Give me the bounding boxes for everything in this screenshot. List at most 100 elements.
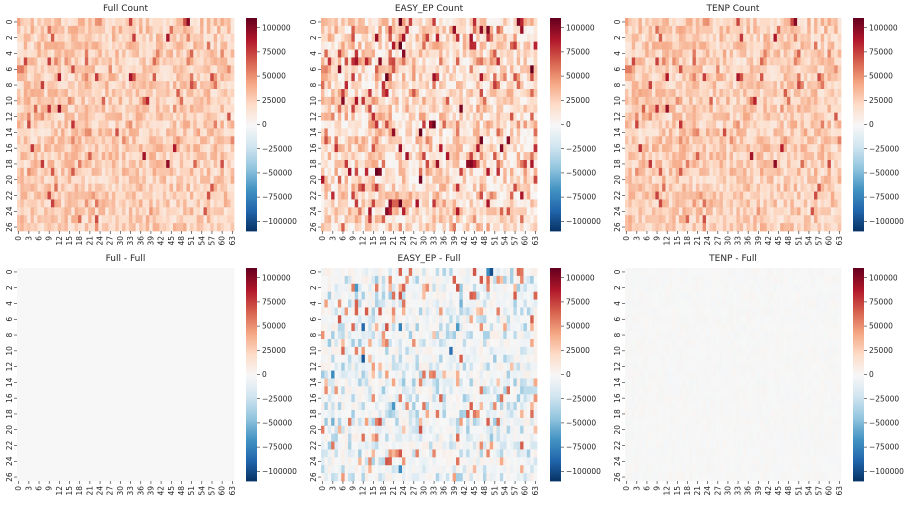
heatmap-cell <box>807 57 811 65</box>
heatmap-cell <box>662 65 666 73</box>
heatmap-cell <box>490 215 494 223</box>
heatmap-cell <box>17 26 21 34</box>
heatmap-cell <box>720 18 724 26</box>
heatmap-cell <box>68 57 72 65</box>
heatmap-cell <box>24 160 28 168</box>
heatmap-cell <box>470 50 474 58</box>
heatmap-cell <box>166 97 170 105</box>
heatmap-cell <box>817 136 821 144</box>
heatmap-cell <box>210 144 214 152</box>
heatmap-cell <box>214 97 218 105</box>
heatmap-cell <box>483 207 487 215</box>
heatmap-cell <box>659 89 663 97</box>
heatmap-cell <box>709 50 713 58</box>
heatmap-cell <box>338 144 342 152</box>
heatmap-cell <box>170 184 174 192</box>
heatmap-cell <box>389 89 393 97</box>
heatmap-cell <box>490 97 494 105</box>
heatmap-cell <box>419 97 423 105</box>
heatmap-cell <box>81 113 85 121</box>
heatmap-cell <box>51 215 55 223</box>
heatmap-cell <box>41 34 45 42</box>
heatmap-cell <box>335 65 339 73</box>
heatmap-cell <box>220 207 224 215</box>
heatmap-cell <box>659 121 663 129</box>
heatmap-cell <box>669 57 673 65</box>
heatmap-cell <box>767 128 771 136</box>
heatmap-cell <box>787 65 791 73</box>
heatmap-cell <box>642 57 646 65</box>
heatmap-cell <box>517 152 521 160</box>
heatmap-cell <box>777 18 781 26</box>
heatmap-cell <box>203 81 207 89</box>
heatmap-cell <box>760 113 764 121</box>
heatmap-cell <box>699 81 703 89</box>
heatmap-cell <box>153 34 157 42</box>
heatmap-cell <box>37 215 41 223</box>
heatmap-cell <box>787 89 791 97</box>
heatmap-cell <box>338 105 342 113</box>
heatmap-cell <box>480 89 484 97</box>
heatmap-cell <box>331 128 335 136</box>
heatmap-cell <box>780 121 784 129</box>
heatmap-cell <box>659 152 663 160</box>
heatmap-cell <box>493 223 497 231</box>
heatmap-cell <box>112 89 116 97</box>
heatmap-cell <box>85 136 89 144</box>
heatmap-cell <box>166 223 170 231</box>
heatmap-cell <box>20 65 24 73</box>
heatmap-cell <box>436 34 440 42</box>
heatmap-cell <box>163 184 167 192</box>
heatmap-cell <box>48 73 52 81</box>
heatmap-cell <box>68 113 72 121</box>
heatmap-cell <box>476 73 480 81</box>
heatmap-cell <box>207 128 211 136</box>
heatmap-cell <box>520 97 524 105</box>
heatmap-cell <box>17 18 21 26</box>
heatmap-cell <box>760 136 764 144</box>
heatmap-cell <box>787 81 791 89</box>
heatmap-cell <box>200 81 204 89</box>
heatmap-cell <box>88 160 92 168</box>
heatmap-cell <box>358 81 362 89</box>
heatmap-cell <box>524 152 528 160</box>
heatmap-cell <box>64 121 68 129</box>
heatmap-cell <box>98 18 102 26</box>
heatmap-cell <box>520 18 524 26</box>
heatmap-cell <box>129 105 133 113</box>
heatmap-cell <box>75 215 79 223</box>
heatmap-cell <box>513 136 517 144</box>
heatmap-cell <box>466 65 470 73</box>
heatmap-cell <box>187 168 191 176</box>
heatmap-cell <box>706 105 710 113</box>
heatmap-cell <box>682 26 686 34</box>
heatmap-cell <box>649 97 653 105</box>
heatmap-cell <box>770 42 774 50</box>
heatmap-cell <box>419 192 423 200</box>
heatmap-cell <box>699 136 703 144</box>
heatmap-cell <box>92 57 96 65</box>
heatmap-cell <box>652 113 656 121</box>
heatmap-cell <box>136 57 140 65</box>
heatmap-cell <box>153 144 157 152</box>
heatmap-cell <box>530 105 534 113</box>
y-tick-label: 20 <box>309 175 318 185</box>
heatmap-cell <box>34 113 38 121</box>
heatmap-cell <box>432 34 436 42</box>
heatmap-cell <box>655 121 659 129</box>
heatmap-cell <box>463 160 467 168</box>
heatmap-cell <box>672 34 676 42</box>
heatmap-cell <box>699 34 703 42</box>
heatmap-cell <box>412 65 416 73</box>
heatmap-cell <box>422 160 426 168</box>
heatmap-cell <box>136 73 140 81</box>
heatmap-cell <box>763 152 767 160</box>
heatmap-cell <box>774 121 778 129</box>
heatmap-cell <box>190 207 194 215</box>
heatmap-cell <box>338 152 342 160</box>
heatmap-cell <box>122 160 126 168</box>
heatmap-cell <box>439 105 443 113</box>
heatmap-cell <box>828 18 832 26</box>
heatmap-cell <box>416 50 420 58</box>
heatmap-cell <box>129 215 133 223</box>
